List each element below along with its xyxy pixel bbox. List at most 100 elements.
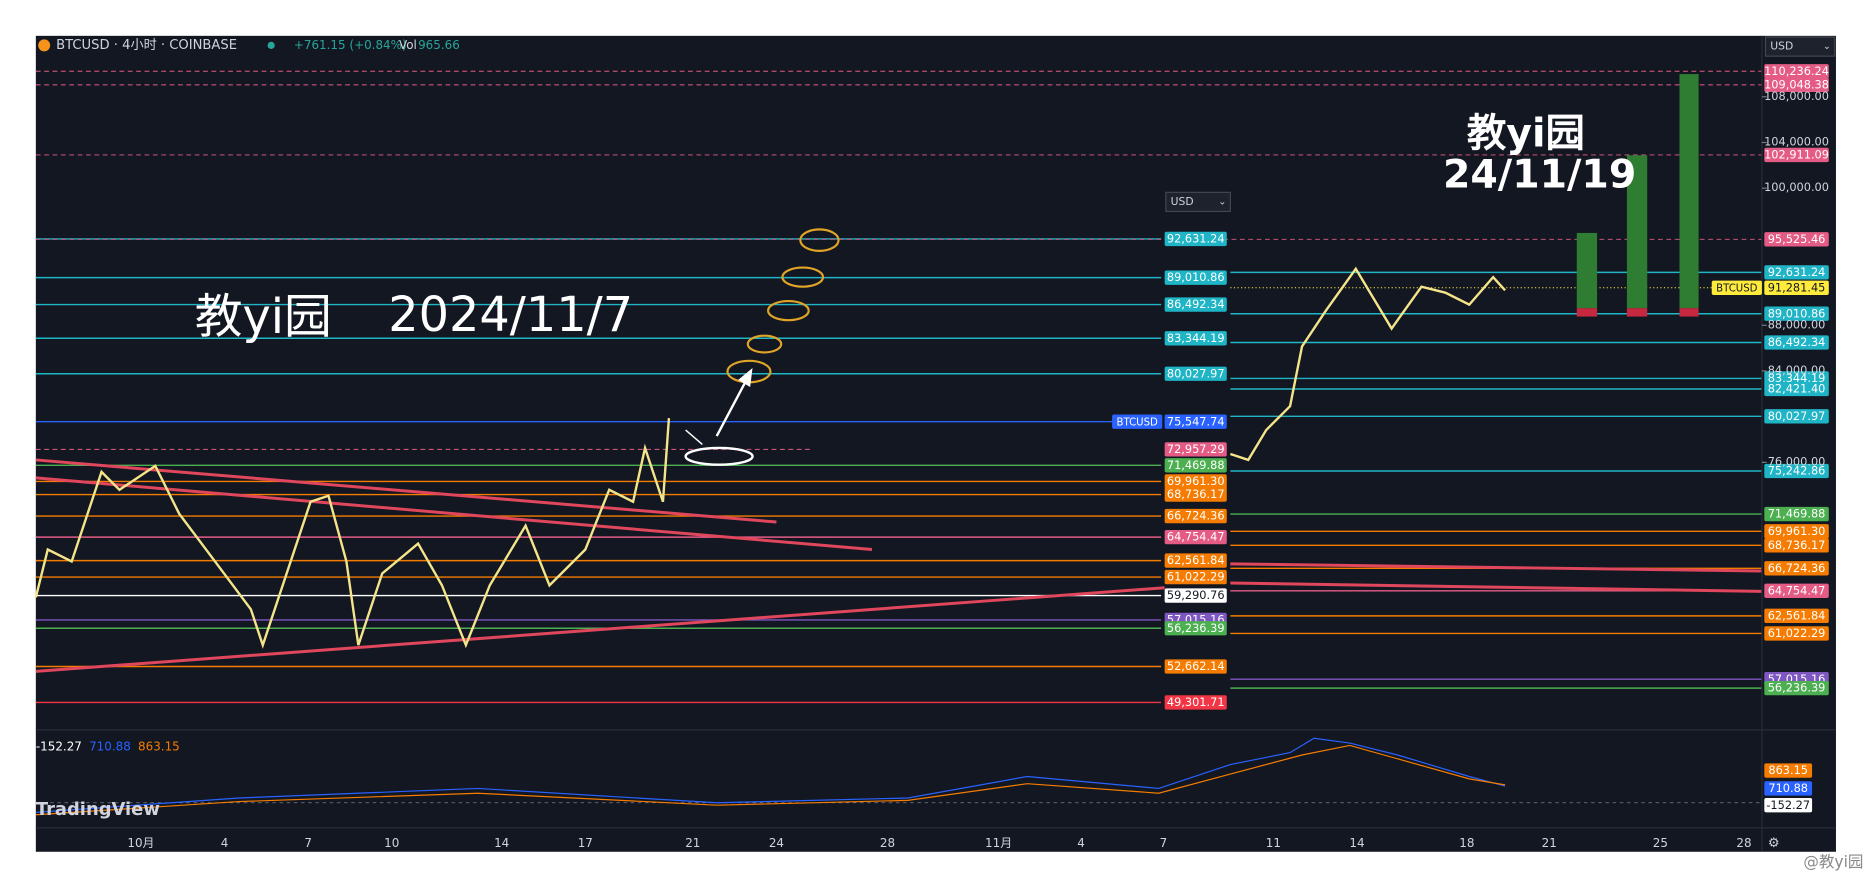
annotation: 教yi园 bbox=[195, 290, 332, 345]
price-label: 102,911.09 bbox=[1764, 148, 1829, 162]
price-label: 62,561.84 bbox=[1167, 553, 1225, 567]
macd-label-box bbox=[1764, 763, 1813, 778]
price-label-box bbox=[1764, 306, 1829, 321]
price-path bbox=[34, 418, 671, 649]
price-label: 89,010.86 bbox=[1167, 270, 1225, 284]
price-label-box bbox=[1764, 381, 1829, 397]
price-label: 82,421.40 bbox=[1768, 382, 1826, 396]
arrow bbox=[715, 376, 749, 437]
x-tick-label: 14 bbox=[494, 836, 509, 850]
x-tick-label: 28 bbox=[880, 836, 895, 850]
price-label-box bbox=[1164, 442, 1227, 457]
x-tick-label: 10月 bbox=[127, 836, 154, 850]
x-tick-label: 18 bbox=[1459, 836, 1474, 850]
price-label: 89,010.86 bbox=[1768, 306, 1826, 320]
price-path bbox=[1229, 266, 1506, 462]
price-label: 62,561.84 bbox=[1768, 608, 1826, 622]
price-label-box bbox=[1764, 463, 1829, 479]
macd-axis-label: 710.88 bbox=[1768, 781, 1808, 795]
price-label: 109,048.38 bbox=[1764, 77, 1829, 91]
price-label-box bbox=[1764, 265, 1829, 280]
x-tick-label: 28 bbox=[1736, 836, 1751, 850]
projection-base bbox=[1679, 308, 1699, 317]
x-tick-label: 10 bbox=[384, 836, 399, 850]
volume: 965.66 bbox=[418, 38, 460, 52]
coin-icon bbox=[38, 39, 51, 52]
y-tick-label: 100,000.00 bbox=[1764, 180, 1829, 194]
x-tick-label: 21 bbox=[685, 836, 700, 850]
symbol-tag: BTCUSD bbox=[1716, 283, 1757, 294]
x-tick-label: 7 bbox=[1160, 836, 1168, 850]
annotation: 2024/11/7 bbox=[388, 288, 633, 343]
watermark: @教yi园 bbox=[1803, 853, 1863, 871]
price-label: 56,236.39 bbox=[1167, 621, 1225, 635]
trend-line bbox=[35, 458, 777, 524]
projection-bar bbox=[1576, 232, 1598, 309]
y-tick-label: 88,000.00 bbox=[1768, 317, 1826, 331]
chart-background bbox=[35, 35, 1836, 852]
price-label-box bbox=[1164, 621, 1227, 636]
x-tick-label: 11月 bbox=[985, 836, 1012, 850]
price-label: 86,492.34 bbox=[1768, 335, 1826, 349]
x-tick-label: 24 bbox=[769, 836, 784, 850]
ellipse bbox=[684, 446, 754, 466]
x-tick-label: 11 bbox=[1266, 836, 1281, 850]
price-label-box bbox=[1764, 583, 1829, 598]
macd-axis-label: -152.27 bbox=[1766, 798, 1810, 812]
price-label-box bbox=[1764, 335, 1829, 350]
ellipse bbox=[766, 299, 810, 322]
currency-label: USD bbox=[1171, 195, 1194, 208]
settings-icon[interactable]: ⚙ bbox=[1768, 836, 1780, 851]
price-label-box bbox=[1164, 297, 1227, 312]
price-label: 69,961.30 bbox=[1768, 524, 1826, 538]
y-tick-label: 108,000.00 bbox=[1764, 89, 1829, 103]
symbol: BTCUSD · 4小时 · COINBASE bbox=[56, 37, 237, 53]
price-label-box bbox=[1164, 588, 1227, 603]
x-tick-label: 4 bbox=[221, 836, 229, 850]
price-label: 72,957.29 bbox=[1167, 442, 1225, 456]
price-label-box bbox=[1164, 508, 1227, 524]
currency-dropdown[interactable] bbox=[1764, 36, 1836, 57]
currency-dropdown[interactable] bbox=[1165, 191, 1231, 213]
price-label-box bbox=[1164, 529, 1227, 545]
price-label: 86,492.34 bbox=[1167, 297, 1225, 311]
trend-line bbox=[1230, 562, 1762, 573]
status-dot bbox=[267, 41, 275, 49]
projection-bar bbox=[1626, 155, 1648, 309]
projection-bar bbox=[1679, 74, 1699, 309]
price-label: 75,547.74 bbox=[1167, 414, 1225, 428]
x-tick-label: 4 bbox=[1077, 836, 1085, 850]
projection-base bbox=[1626, 308, 1648, 317]
price-label-box bbox=[1764, 232, 1829, 247]
macd-value: -152.27 bbox=[36, 739, 82, 753]
price-label: 69,961.30 bbox=[1167, 474, 1225, 488]
annotation: 24/11/19 bbox=[1443, 151, 1636, 197]
price-label: 68,736.17 bbox=[1768, 538, 1826, 552]
price-label: 52,662.14 bbox=[1167, 659, 1225, 673]
trend-line bbox=[1230, 581, 1762, 593]
price-label: 91,281.45 bbox=[1768, 280, 1826, 294]
projection-base bbox=[1576, 308, 1598, 317]
ellipse bbox=[799, 228, 840, 252]
price-label: 92,631.24 bbox=[1768, 265, 1826, 279]
macd-axis-label: 863.15 bbox=[1768, 763, 1808, 777]
price-label: 61,022.29 bbox=[1167, 570, 1225, 584]
price-label: 92,631.24 bbox=[1167, 232, 1225, 246]
price-label-box bbox=[1164, 569, 1227, 585]
price-label-box bbox=[1764, 64, 1829, 79]
x-tick-label: 14 bbox=[1349, 836, 1364, 850]
level-lines bbox=[35, 70, 1762, 704]
y-tick-label: 104,000.00 bbox=[1764, 135, 1829, 149]
price-label: 61,022.29 bbox=[1768, 626, 1826, 640]
dropdown-caret: ⌄ bbox=[1823, 41, 1831, 52]
price-label: 75,242.86 bbox=[1768, 464, 1826, 478]
x-tick-label: 17 bbox=[578, 836, 593, 850]
price-label: 71,469.88 bbox=[1167, 458, 1225, 472]
y-tick-label: 84,000.00 bbox=[1768, 363, 1826, 377]
annotation: 教yi园 bbox=[1467, 111, 1585, 157]
price-label: 83,344.19 bbox=[1167, 331, 1225, 345]
projection-bars bbox=[1576, 74, 1699, 317]
brand: TradingView bbox=[36, 799, 160, 820]
symbol-tag-box bbox=[1711, 280, 1762, 295]
